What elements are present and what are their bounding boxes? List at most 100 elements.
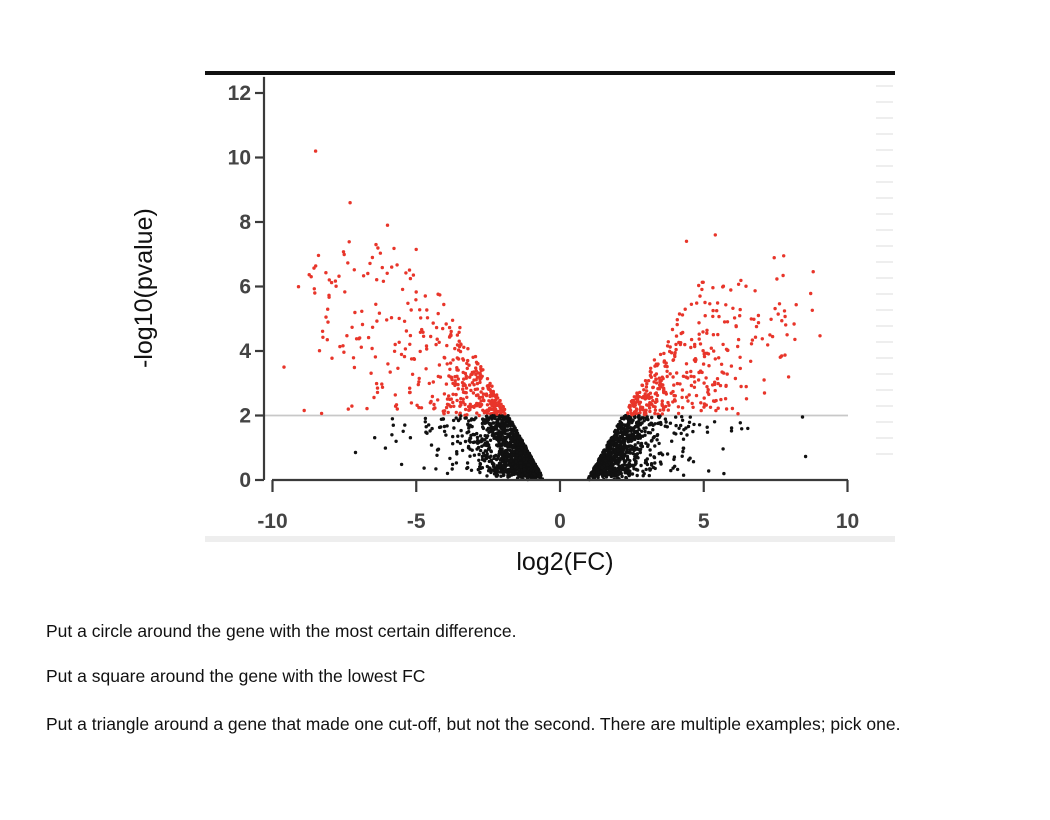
significant-point xyxy=(432,402,436,407)
significant-point xyxy=(445,343,449,348)
nonsignificant-point xyxy=(478,465,482,469)
significant-point xyxy=(721,342,725,347)
nonsignificant-point xyxy=(480,437,484,441)
significant-point xyxy=(485,408,489,412)
significant-point xyxy=(417,405,421,410)
significant-point xyxy=(724,303,728,307)
significant-point xyxy=(325,338,329,342)
significant-point xyxy=(449,329,453,334)
nonsignificant-point xyxy=(489,414,493,418)
nonsignificant-point xyxy=(475,438,480,443)
nonsignificant-point xyxy=(664,420,668,424)
nonsignificant-point xyxy=(628,433,632,437)
significant-point xyxy=(457,339,461,343)
nonsignificant-point xyxy=(484,421,488,425)
significant-point xyxy=(666,408,670,412)
nonsignificant-point xyxy=(403,423,407,427)
significant-point xyxy=(357,337,361,341)
outlier-point xyxy=(762,378,766,382)
significant-point xyxy=(365,406,369,411)
significant-point xyxy=(781,273,785,278)
significant-point xyxy=(465,361,469,366)
nonsignificant-point xyxy=(466,444,471,449)
nonsignificant-point xyxy=(501,459,505,464)
significant-point xyxy=(718,383,723,388)
nonsignificant-point xyxy=(451,442,455,446)
significant-point xyxy=(702,354,707,359)
significant-point xyxy=(652,380,656,384)
significant-point xyxy=(468,402,472,406)
nonsignificant-point xyxy=(614,471,618,475)
nonsignificant-point xyxy=(514,456,518,460)
significant-point xyxy=(408,333,413,338)
significant-point xyxy=(388,370,392,374)
nonsignificant-point xyxy=(618,436,622,441)
significant-point xyxy=(713,382,717,387)
nonsignificant-point xyxy=(628,459,632,463)
nonsignificant-point xyxy=(605,452,610,457)
significant-point xyxy=(346,407,350,411)
significant-point xyxy=(640,383,644,387)
instruction-square: Put a square around the gene with the lo… xyxy=(46,666,426,686)
significant-point xyxy=(326,320,330,324)
nonsignificant-point xyxy=(705,425,709,429)
nonsignificant-point xyxy=(633,431,637,435)
significant-point xyxy=(464,386,469,390)
nonsignificant-point xyxy=(497,464,502,468)
significant-point xyxy=(703,300,707,305)
outlier-point xyxy=(385,223,390,227)
significant-point xyxy=(370,255,375,260)
significant-point xyxy=(488,381,492,386)
nonsignificant-point xyxy=(484,417,489,422)
nonsignificant-point xyxy=(477,452,481,457)
significant-point xyxy=(666,340,670,344)
nonsignificant-point xyxy=(498,432,503,437)
significant-point xyxy=(380,382,384,386)
significant-point xyxy=(412,357,417,361)
nonsignificant-point xyxy=(648,448,652,452)
significant-point xyxy=(731,306,735,310)
nonsignificant-point xyxy=(637,414,641,418)
nonsignificant-point xyxy=(458,441,463,445)
nonsignificant-point xyxy=(617,470,621,474)
nonsignificant-point xyxy=(653,444,657,448)
significant-point xyxy=(490,384,494,388)
significant-point xyxy=(461,370,465,375)
significant-point xyxy=(738,314,742,318)
significant-point xyxy=(702,396,706,400)
significant-point xyxy=(433,406,437,410)
significant-point xyxy=(472,383,476,387)
significant-point xyxy=(689,374,693,378)
significant-point xyxy=(775,277,779,281)
nonsignificant-point xyxy=(486,426,491,430)
nonsignificant-point xyxy=(496,434,500,438)
significant-point xyxy=(665,374,669,379)
significant-point xyxy=(381,279,386,283)
nonsignificant-point xyxy=(496,456,500,461)
nonsignificant-point xyxy=(645,416,649,421)
significant-point xyxy=(436,292,440,296)
significant-point xyxy=(451,392,455,396)
nonsignificant-point xyxy=(649,439,654,443)
nonsignificant-point xyxy=(648,431,653,435)
nonsignificant-point xyxy=(621,441,626,445)
nonsignificant-point xyxy=(445,471,450,476)
significant-point xyxy=(689,369,693,374)
nonsignificant-point xyxy=(493,468,498,472)
significant-point xyxy=(750,338,755,342)
nonsignificant-point xyxy=(510,449,514,453)
nonsignificant-point xyxy=(480,457,485,462)
significant-point xyxy=(467,383,472,387)
significant-point xyxy=(685,370,689,375)
significant-point xyxy=(653,408,658,412)
significant-point xyxy=(698,370,702,374)
nonsignificant-point xyxy=(448,456,452,461)
significant-point xyxy=(463,407,468,412)
nonsignificant-point xyxy=(525,457,529,462)
nonsignificant-point xyxy=(655,438,659,442)
significant-point xyxy=(404,271,408,275)
significant-point xyxy=(644,385,649,389)
significant-point xyxy=(463,390,467,395)
significant-point xyxy=(342,252,346,257)
significant-point xyxy=(714,408,718,413)
